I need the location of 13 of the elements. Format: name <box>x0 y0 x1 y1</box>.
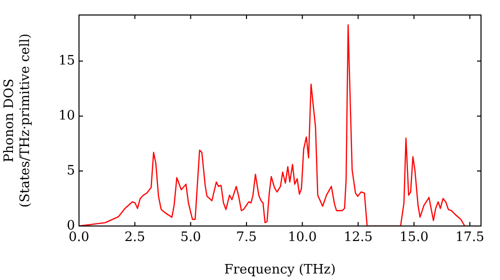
x-tick-label: 12.5 <box>344 230 373 246</box>
y-tick-label: 5 <box>66 163 75 178</box>
x-tick-label: 0.0 <box>68 230 90 246</box>
y-axis-title: Phonon DOS (States/THz·primitive cell) <box>2 33 33 208</box>
y-tick-label: 15 <box>58 54 75 69</box>
x-tick-label: 2.5 <box>124 230 146 246</box>
x-axis-title: Frequency (THz) <box>224 262 336 278</box>
x-tick-label: 5.0 <box>180 230 202 246</box>
y-tick-label: 10 <box>58 108 75 124</box>
x-tick-label: 17.5 <box>455 230 484 246</box>
x-tick-label: 15.0 <box>400 230 428 246</box>
x-tick-label: 7.5 <box>236 230 257 246</box>
x-tick-label: 10.0 <box>288 230 317 246</box>
